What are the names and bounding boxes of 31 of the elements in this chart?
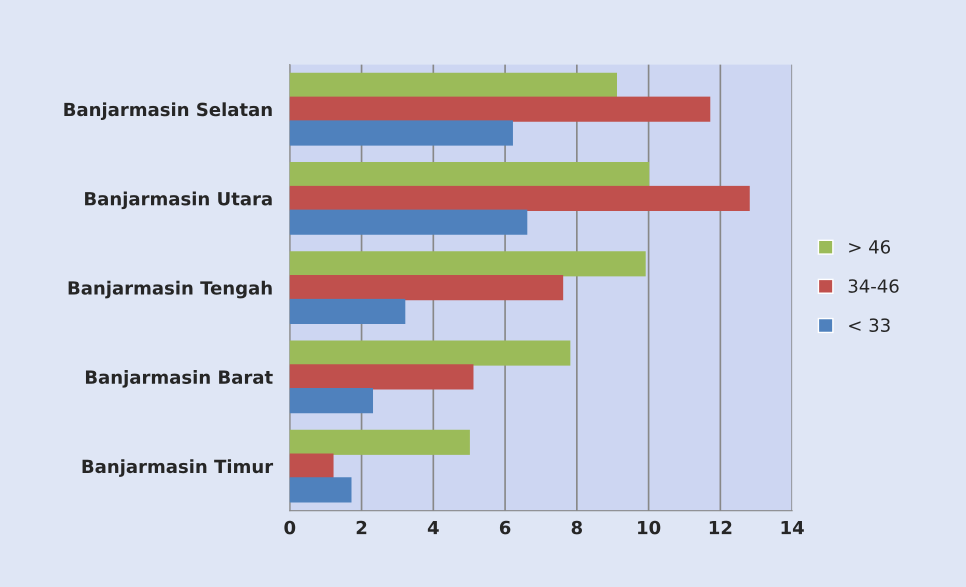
- bar: [290, 453, 334, 479]
- bar: [290, 275, 564, 300]
- x-tick-label: 14: [782, 520, 804, 534]
- y-tick-label: Banjarmasin Timur: [82, 459, 274, 477]
- y-tick-label: Banjarmasin Utara: [85, 192, 272, 210]
- x-tick-label: 0: [284, 520, 296, 534]
- bar: [290, 430, 470, 455]
- x-tick-label: 4: [428, 520, 439, 534]
- bar: [290, 340, 570, 366]
- legend-label: > 46: [849, 240, 890, 254]
- legend-label: < 33: [849, 318, 890, 332]
- bar: [290, 120, 513, 146]
- bar: [290, 251, 646, 276]
- bar: [290, 210, 528, 235]
- bar: [290, 477, 352, 502]
- bar: [290, 364, 474, 390]
- x-tick-label: 12: [710, 520, 732, 534]
- x-tick-label: 10: [638, 520, 660, 534]
- y-tick-label: Banjarmasin Tengah: [68, 280, 272, 298]
- bar: [290, 72, 618, 98]
- bar: [290, 186, 750, 211]
- bar: [290, 298, 406, 324]
- x-tick-label: 6: [500, 520, 510, 534]
- bar: [290, 388, 374, 414]
- x-tick-label: 8: [572, 520, 582, 534]
- bar: [290, 96, 710, 122]
- x-tick-label: 2: [356, 520, 366, 534]
- y-tick-label: Banjarmasin Selatan: [64, 102, 272, 120]
- bar: [290, 162, 650, 188]
- legend-label: 34-46: [848, 279, 899, 293]
- y-tick-label: Banjarmasin Barat: [86, 370, 273, 388]
